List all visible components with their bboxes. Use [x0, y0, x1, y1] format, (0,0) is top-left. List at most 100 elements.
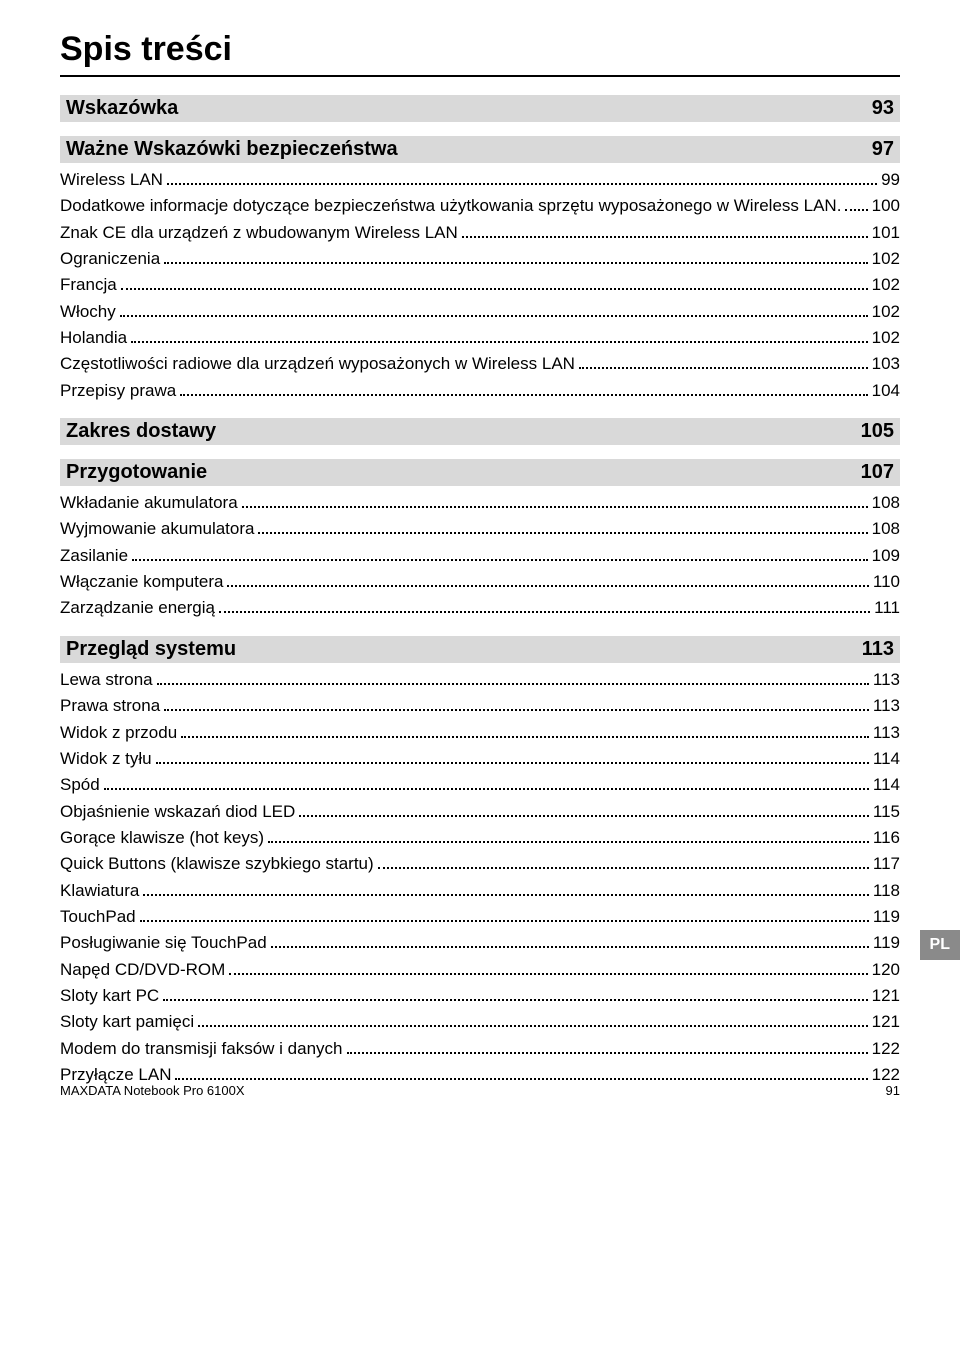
toc-dots — [299, 801, 869, 816]
toc-dots — [198, 1012, 867, 1027]
toc-dots — [180, 380, 867, 395]
toc-entry: Spód 114 — [60, 772, 900, 798]
toc-entry-page: 111 — [874, 595, 900, 621]
toc-dots — [120, 301, 868, 316]
toc-section-header: Ważne Wskazówki bezpieczeństwa97 — [60, 136, 900, 163]
toc-entry-label: Lewa strona — [60, 667, 153, 693]
toc-entry: Wireless LAN99 — [60, 167, 900, 193]
toc-section-header: Przygotowanie 107 — [60, 459, 900, 486]
toc-entry-page: 118 — [873, 878, 900, 904]
toc-entry-page: 113 — [873, 693, 900, 719]
toc-dots — [378, 854, 869, 869]
toc-section-page: 105 — [861, 420, 894, 443]
toc-dots — [164, 249, 867, 264]
toc-entry-page: 103 — [872, 351, 900, 377]
toc-entry-page: 108 — [872, 490, 900, 516]
toc-entry-label: TouchPad — [60, 904, 136, 930]
toc-entry-page: 100 — [872, 193, 900, 219]
toc-entry-label: Gorące klawisze (hot keys) — [60, 825, 264, 851]
toc-entry: TouchPad119 — [60, 904, 900, 930]
toc-dots — [181, 722, 869, 737]
toc-entry: Dodatkowe informacje dotyczące bezpiecze… — [60, 193, 900, 219]
language-tab: PL — [920, 930, 960, 960]
toc-entry-label: Dodatkowe informacje dotyczące bezpiecze… — [60, 193, 841, 219]
toc-entry: Przepisy prawa 104 — [60, 378, 900, 404]
toc-dots — [132, 545, 868, 560]
toc-entry: Zasilanie109 — [60, 543, 900, 569]
toc-section-title: Przygotowanie — [66, 461, 207, 484]
toc-entry-label: Znak CE dla urządzeń z wbudowanym Wirele… — [60, 220, 458, 246]
toc-entry-page: 101 — [872, 220, 900, 246]
toc-dots — [258, 519, 867, 534]
toc-entry: Włączanie komputera110 — [60, 569, 900, 595]
toc-entry-label: Przepisy prawa — [60, 378, 176, 404]
toc-entry-label: Objaśnienie wskazań diod LED — [60, 799, 295, 825]
toc-section-page: 107 — [861, 461, 894, 484]
toc-entry-page: 120 — [872, 957, 900, 983]
toc-section-page: 97 — [872, 138, 894, 161]
toc-entry: Znak CE dla urządzeń z wbudowanym Wirele… — [60, 220, 900, 246]
toc-section-title: Przegląd systemu — [66, 638, 236, 661]
toc-dots — [164, 696, 869, 711]
toc-section-page: 113 — [862, 638, 894, 661]
toc-entry-label: Zarządzanie energią — [60, 595, 215, 621]
toc-dots — [131, 328, 868, 343]
toc-entry-page: 102 — [872, 299, 900, 325]
page-footer: MAXDATA Notebook Pro 6100X 91 — [60, 1083, 900, 1098]
toc-entry-label: Klawiatura — [60, 878, 139, 904]
footer-right: 91 — [886, 1083, 900, 1098]
toc-entry-label: Włochy — [60, 299, 116, 325]
toc-entry: Modem do transmisji faksów i danych 122 — [60, 1036, 900, 1062]
toc-dots — [271, 933, 869, 948]
toc-dots — [104, 775, 869, 790]
toc-entry-label: Quick Buttons (klawisze szybkiego startu… — [60, 851, 374, 877]
toc-entry-page: 121 — [872, 1009, 900, 1035]
toc-dots — [163, 986, 867, 1001]
toc-entry: Posługiwanie się TouchPad119 — [60, 930, 900, 956]
toc-entry-page: 104 — [872, 378, 900, 404]
toc-entry: Widok z tyłu114 — [60, 746, 900, 772]
toc-entry-label: Częstotliwości radiowe dla urządzeń wypo… — [60, 351, 575, 377]
toc-entry: Holandia102 — [60, 325, 900, 351]
toc-entry-page: 110 — [873, 569, 900, 595]
toc-entry: Częstotliwości radiowe dla urządzeń wypo… — [60, 351, 900, 377]
toc-entry-page: 102 — [872, 325, 900, 351]
toc-entry-page: 115 — [873, 799, 900, 825]
toc-entry-page: 114 — [873, 772, 900, 798]
toc-entry: Wyjmowanie akumulatora108 — [60, 516, 900, 542]
toc-entry-label: Zasilanie — [60, 543, 128, 569]
toc-entry: Sloty kart PC121 — [60, 983, 900, 1009]
toc-dots — [347, 1038, 868, 1053]
toc-entry: Prawa strona 113 — [60, 693, 900, 719]
toc-entry-label: Widok z przodu — [60, 720, 177, 746]
toc-entry-label: Ograniczenia — [60, 246, 160, 272]
toc-entry-label: Wkładanie akumulatora — [60, 490, 238, 516]
toc-dots — [140, 907, 869, 922]
footer-left: MAXDATA Notebook Pro 6100X — [60, 1083, 245, 1098]
toc-dots — [157, 670, 869, 685]
toc-dots — [845, 196, 867, 211]
toc-entry-label: Modem do transmisji faksów i danych — [60, 1036, 343, 1062]
toc-entry-page: 122 — [872, 1036, 900, 1062]
toc-entry-label: Widok z tyłu — [60, 746, 152, 772]
toc-entry-page: 102 — [872, 272, 900, 298]
toc-entry: Widok z przodu 113 — [60, 720, 900, 746]
toc-entry-label: Spód — [60, 772, 100, 798]
toc-dots — [143, 880, 869, 895]
toc-entry-page: 113 — [873, 667, 900, 693]
toc-entry-label: Wyjmowanie akumulatora — [60, 516, 254, 542]
toc-section-title: Zakres dostawy — [66, 420, 216, 443]
toc-entry-label: Prawa strona — [60, 693, 160, 719]
toc-entry: Zarządzanie energią 111 — [60, 595, 900, 621]
toc-entry: Lewa strona 113 — [60, 667, 900, 693]
toc-entry-label: Posługiwanie się TouchPad — [60, 930, 267, 956]
toc-entry: Klawiatura 118 — [60, 878, 900, 904]
toc-dots — [219, 598, 870, 613]
toc-entry-page: 117 — [873, 851, 900, 877]
toc-dots — [227, 572, 868, 587]
page-title: Spis treści — [60, 30, 900, 77]
toc-entry-page: 113 — [873, 720, 900, 746]
toc-section-page: 93 — [872, 97, 894, 120]
toc-entry: Sloty kart pamięci121 — [60, 1009, 900, 1035]
toc-entry-label: Sloty kart PC — [60, 983, 159, 1009]
